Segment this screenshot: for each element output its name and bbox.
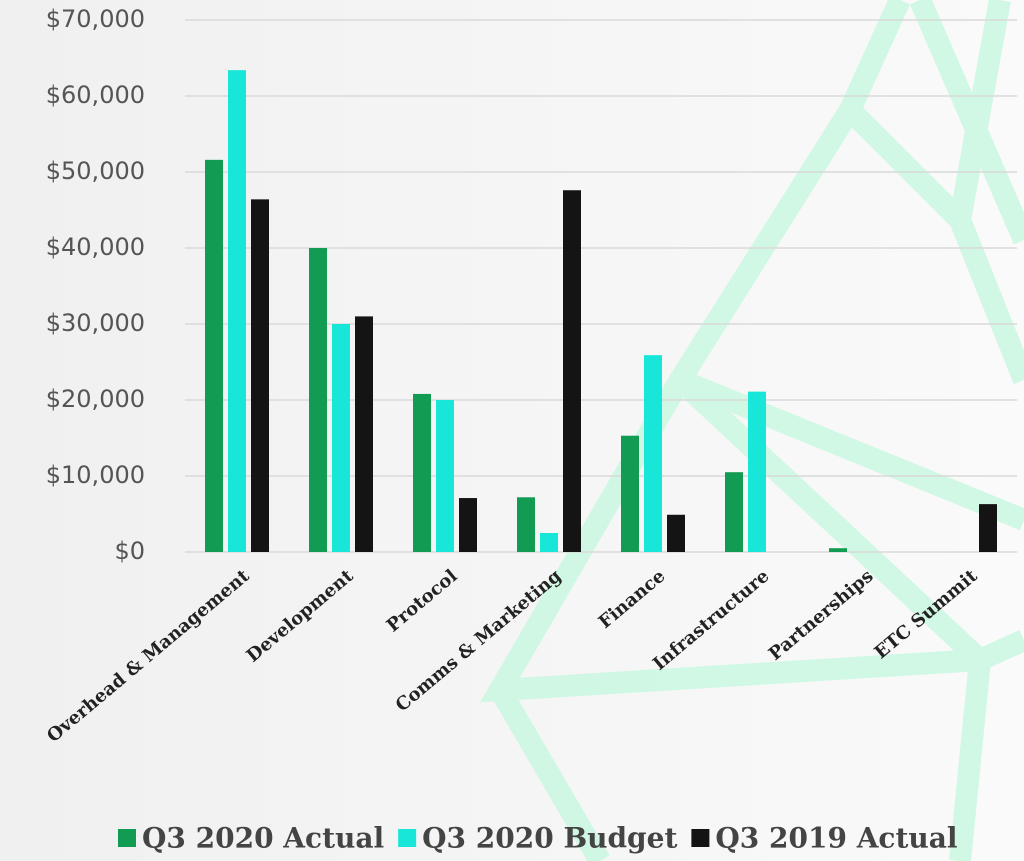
bar: [979, 504, 997, 552]
bar: [725, 472, 743, 552]
bar: [355, 316, 373, 552]
y-tick-label: $60,000: [46, 81, 145, 109]
background-decoration: [480, 0, 1024, 861]
bar: [829, 548, 847, 552]
legend-label: Q3 2020 Budget: [422, 822, 677, 855]
x-tick-label: Overhead & Management: [43, 565, 254, 747]
bar: [540, 533, 558, 552]
bar: [332, 324, 350, 552]
bar: [205, 159, 223, 552]
legend-swatch: [691, 829, 710, 847]
x-tick-label: Protocol: [383, 565, 462, 636]
y-tick-label: $30,000: [46, 309, 145, 337]
bar: [228, 70, 246, 552]
bar: [251, 199, 269, 553]
bar: [644, 355, 662, 552]
y-tick-label: $10,000: [46, 461, 145, 489]
y-tick-label: $70,000: [46, 5, 145, 33]
x-tick-label: Development: [243, 565, 358, 667]
bar: [517, 497, 535, 552]
x-tick-label: Partnerships: [765, 566, 878, 665]
x-tick-label: Finance: [595, 566, 670, 633]
bar: [436, 400, 454, 552]
y-tick-label: $0: [114, 537, 145, 565]
y-tick-label: $20,000: [46, 385, 145, 413]
bar: [667, 514, 685, 552]
legend-label: Q3 2020 Actual: [142, 822, 384, 855]
bar: [413, 393, 431, 552]
bar: [563, 190, 581, 553]
bar: [309, 248, 327, 552]
legend-swatch: [398, 829, 417, 847]
bar: [748, 391, 766, 552]
legend-swatch: [118, 829, 136, 847]
bar: [459, 498, 477, 552]
y-tick-label: $40,000: [46, 233, 145, 261]
bar: [621, 435, 639, 552]
y-tick-label: $50,000: [46, 157, 145, 185]
legend-label: Q3 2019 Actual: [715, 822, 957, 855]
